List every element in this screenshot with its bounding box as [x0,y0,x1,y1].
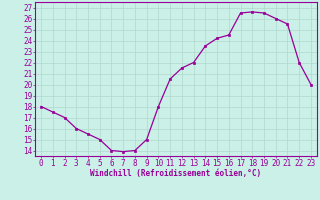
X-axis label: Windchill (Refroidissement éolien,°C): Windchill (Refroidissement éolien,°C) [91,169,261,178]
